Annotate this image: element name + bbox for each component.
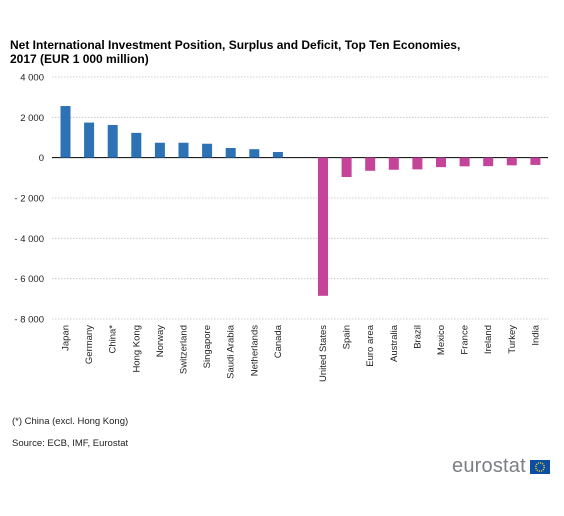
x-tick-label: Mexico <box>436 325 447 355</box>
bar <box>318 157 328 296</box>
y-tick-label: - 8 000 <box>14 315 44 326</box>
x-tick-label: Spain <box>342 325 353 349</box>
x-tick-label: China* <box>108 325 119 354</box>
y-tick-label: 4 000 <box>20 73 44 84</box>
x-tick-label: Germany <box>84 325 95 364</box>
bar <box>388 157 399 170</box>
bar <box>436 157 446 168</box>
x-tick-label: Saudi Arabia <box>226 324 237 379</box>
bar <box>506 157 517 166</box>
x-tick-label: Hong Kong <box>131 325 142 373</box>
bar <box>202 143 213 158</box>
bar <box>341 157 352 178</box>
bar <box>131 132 142 158</box>
x-tick-label: Singapore <box>202 325 213 368</box>
x-tick-label: Brazil <box>412 325 423 349</box>
chart-title-line-1: Net International Investment Position, S… <box>10 38 461 52</box>
x-tick-label: Ireland <box>483 325 494 354</box>
bar <box>530 157 541 165</box>
x-tick-label: Switzerland <box>179 325 190 374</box>
x-tick-label: Australia <box>389 324 400 362</box>
y-tick-label: - 6 000 <box>14 274 44 285</box>
source-note: Source: ECB, IMF, Eurostat <box>12 438 129 449</box>
x-tick-label: France <box>460 325 471 355</box>
y-tick-label: - 2 000 <box>14 194 44 205</box>
bar <box>225 147 236 158</box>
chart-title: Net International Investment Position, S… <box>10 38 550 66</box>
chart-title-line-2: 2017 (EUR 1 000 million) <box>10 52 149 66</box>
bar <box>483 157 494 167</box>
bar <box>178 142 189 158</box>
x-tick-label: Euro area <box>365 324 376 366</box>
x-tick-label: United States <box>318 325 329 382</box>
x-tick-label: Netherlands <box>249 325 260 376</box>
y-tick-label: 0 <box>39 153 44 164</box>
eurostat-logo: eurostat <box>452 455 550 478</box>
bar <box>84 122 95 158</box>
x-tick-label: Norway <box>155 325 166 357</box>
y-tick-label: - 4 000 <box>14 234 44 245</box>
bar <box>60 106 71 158</box>
x-tick-label: India <box>530 324 541 345</box>
y-tick-label: 2 000 <box>20 113 44 124</box>
footnote: (*) China (excl. Hong Kong) <box>12 416 129 427</box>
eu-flag-icon <box>529 459 550 474</box>
bar <box>365 157 376 171</box>
bar <box>412 157 423 170</box>
x-tick-label: Turkey <box>507 325 518 354</box>
bar <box>459 157 470 167</box>
bar <box>107 124 118 158</box>
x-tick-label: Japan <box>61 325 72 351</box>
bar <box>249 149 260 158</box>
bar <box>154 142 165 158</box>
logo-wordmark: eurostat <box>452 455 526 477</box>
x-tick-label: Canada <box>273 324 284 358</box>
bar <box>272 152 283 158</box>
